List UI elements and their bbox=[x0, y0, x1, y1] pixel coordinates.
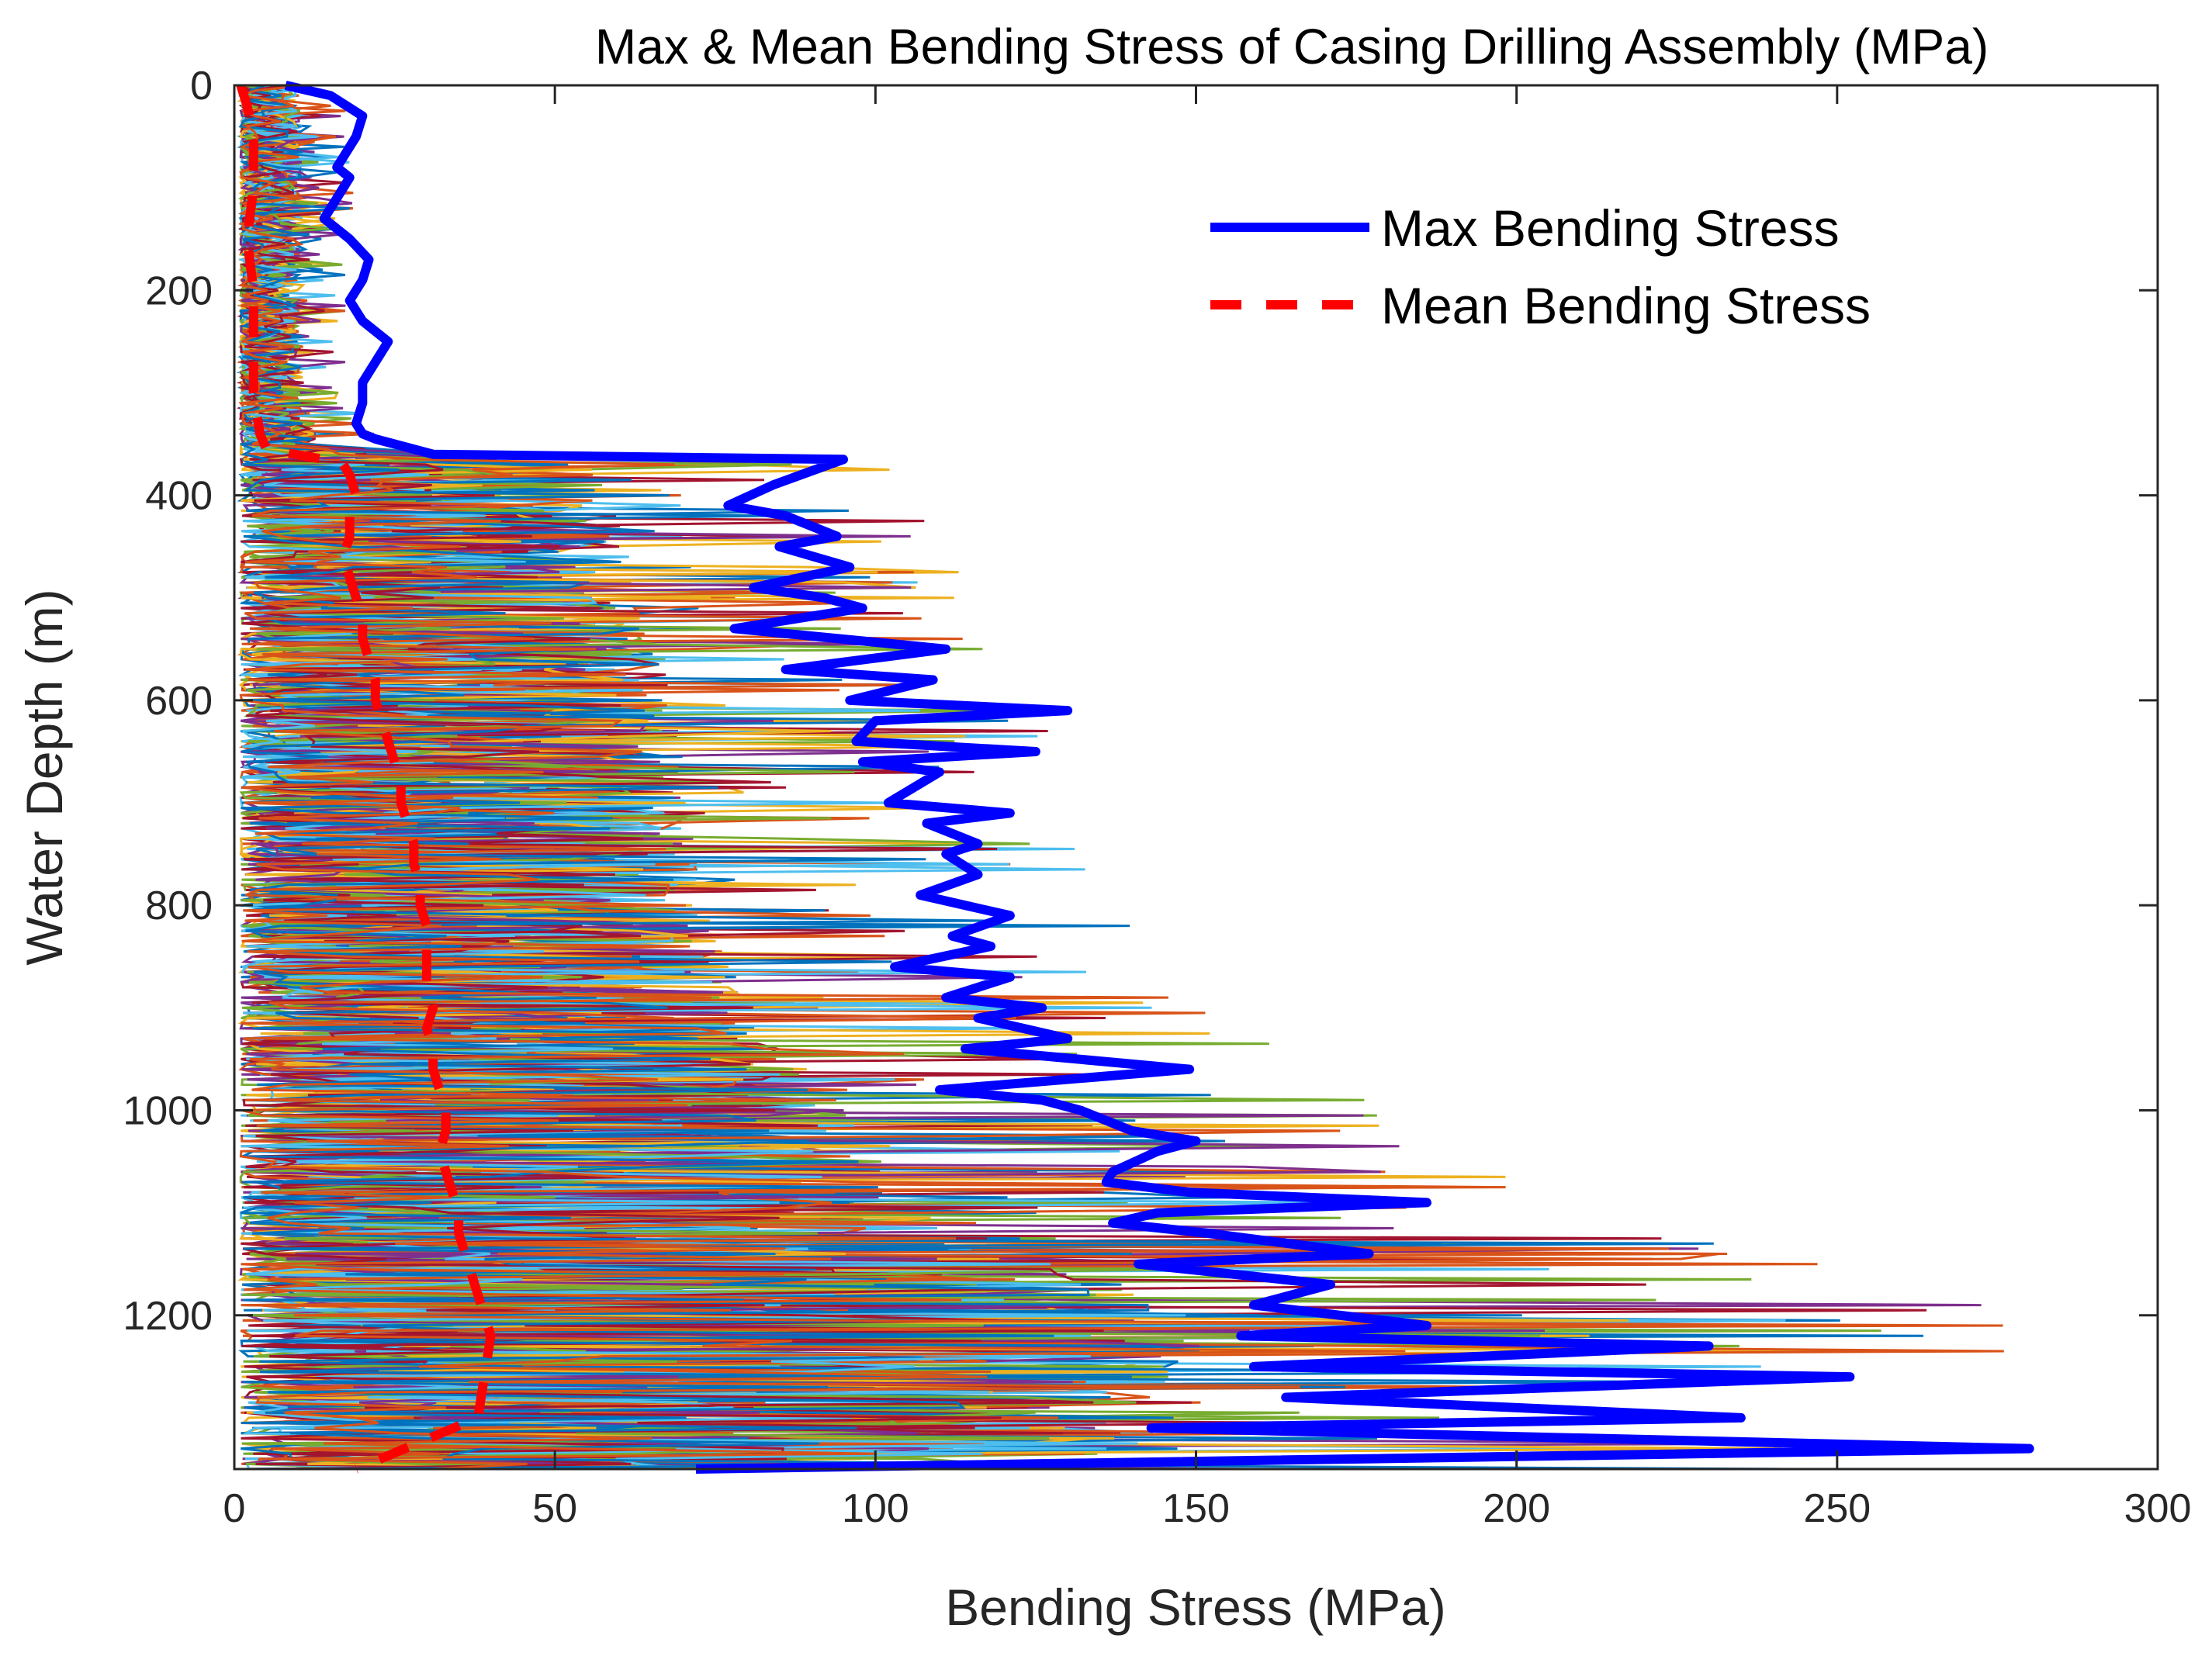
x-tick-label: 150 bbox=[1162, 1486, 1230, 1531]
y-tick-label: 0 bbox=[190, 64, 213, 109]
max-bending-stress-line bbox=[284, 81, 2034, 1474]
x-tick-label: 100 bbox=[842, 1486, 909, 1531]
y-tick-label: 800 bbox=[145, 883, 213, 928]
y-tick-label: 600 bbox=[145, 679, 213, 724]
x-tick-label: 300 bbox=[2124, 1486, 2192, 1531]
main-series bbox=[236, 81, 2034, 1474]
y-tick-label: 1000 bbox=[123, 1088, 213, 1133]
axis-tick-labels: 0 50 100 150 200 250 300 0 200 400 600 800 1000 1200 bbox=[123, 64, 2191, 1531]
legend-label-mean: Mean Bending Stress bbox=[1381, 277, 1871, 334]
y-tick-label: 1200 bbox=[123, 1294, 213, 1339]
x-axis-label: Bending Stress (MPa) bbox=[945, 1578, 1446, 1636]
x-tick-label: 0 bbox=[223, 1486, 246, 1531]
y-tick-label: 400 bbox=[145, 474, 213, 519]
x-tick-label: 200 bbox=[1483, 1486, 1550, 1531]
x-tick-label: 250 bbox=[1803, 1486, 1871, 1531]
axis-ticks bbox=[233, 84, 2159, 1469]
realization-lines bbox=[236, 84, 2004, 1471]
legend-label-max: Max Bending Stress bbox=[1381, 199, 1840, 257]
realization-line bbox=[237, 84, 1442, 1471]
chart-title: Max & Mean Bending Stress of Casing Dril… bbox=[595, 19, 1989, 74]
mean-bending-stress-line bbox=[236, 84, 496, 1474]
x-tick-label: 50 bbox=[532, 1486, 577, 1531]
y-axis-label: Water Depth (m) bbox=[16, 589, 73, 965]
legend: Max Bending Stress Mean Bending Stress bbox=[1210, 199, 1871, 334]
y-tick-label: 200 bbox=[145, 268, 213, 313]
